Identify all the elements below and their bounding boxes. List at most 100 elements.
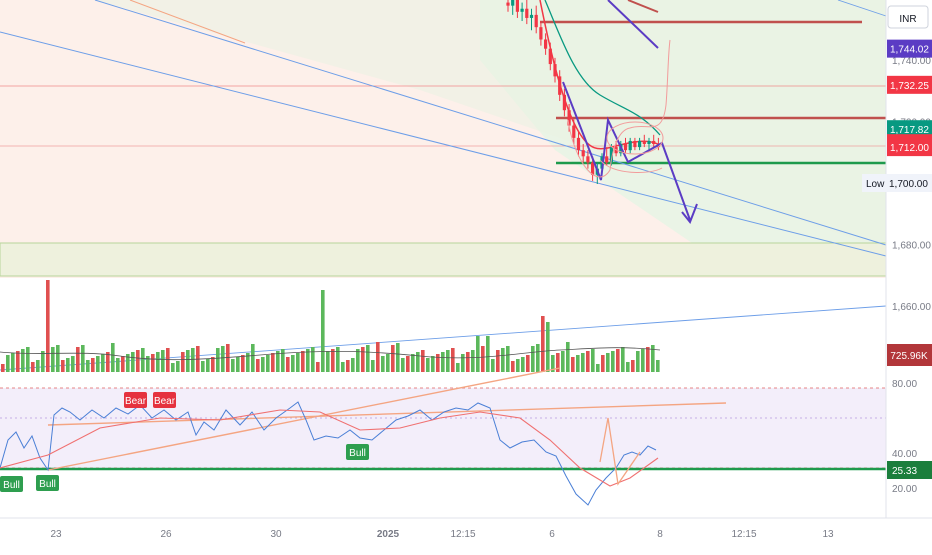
- volume-bar: [391, 345, 395, 372]
- volume-bar: [501, 348, 505, 372]
- signal-tag-bear: [124, 392, 147, 408]
- time-axis-labels[interactable]: 23 26 30 2025 12:15 6 8 12:15 13: [50, 529, 834, 540]
- price-tick-label: 1,680.00: [892, 241, 931, 252]
- signal-tag-bull: [346, 444, 369, 460]
- low-tag: Low 1,700.00: [862, 174, 932, 192]
- candle-body: [548, 48, 552, 65]
- volume-bar: [386, 354, 390, 372]
- volume-bar: [521, 357, 525, 372]
- volume-bar: [431, 356, 435, 372]
- rsi-tick-labels: 80.00 40.00 20.00: [892, 379, 917, 495]
- currency-button[interactable]: INR: [887, 5, 929, 29]
- volume-bar: [311, 347, 315, 372]
- volume-bar: [411, 354, 415, 372]
- candle-body: [647, 140, 651, 145]
- time-axis-label[interactable]: 26: [160, 529, 172, 540]
- volume-bar: [616, 349, 620, 372]
- volume-bar: [106, 352, 110, 372]
- trendline-purple-diag: [607, 0, 659, 49]
- volume-bar: [536, 344, 540, 372]
- candle-body: [642, 140, 646, 145]
- volume-bar: [611, 351, 615, 372]
- volume-bar: [91, 358, 95, 372]
- volume-bar: [261, 357, 265, 372]
- volume-bar: [486, 336, 490, 372]
- signal-tag-bear: [153, 392, 176, 408]
- time-axis-label[interactable]: 12:15: [450, 529, 475, 540]
- time-axis-label[interactable]: 6: [549, 529, 555, 540]
- volume-bar: [336, 347, 340, 372]
- volume-bar: [651, 345, 655, 372]
- volume-bar: [636, 351, 640, 372]
- volume-bar: [491, 359, 495, 372]
- volume-tag: 725.96K: [887, 344, 932, 366]
- volume-bar: [51, 347, 55, 372]
- volume-bar: [181, 352, 185, 372]
- volume-bar: [626, 362, 630, 372]
- volume-bar: [111, 343, 115, 372]
- rsi-tag: 25.33: [887, 461, 932, 479]
- price-tick-label: 1,660.00: [892, 302, 931, 313]
- volume-bar: [481, 346, 485, 372]
- volume-bar: [26, 347, 30, 372]
- time-axis-label[interactable]: 23: [50, 529, 62, 540]
- candle-body: [544, 39, 548, 49]
- signal-tags: Bear Bear Bull Bull Bull: [0, 392, 369, 492]
- time-axis-label[interactable]: 30: [270, 529, 282, 540]
- volume-bar: [176, 361, 180, 372]
- candle-body: [520, 8, 524, 12]
- volume-bar: [371, 360, 375, 372]
- volume-bar: [271, 353, 275, 372]
- volume-bar: [121, 356, 125, 372]
- candle-body: [529, 14, 534, 18]
- label-1717: 1,717.82: [890, 125, 929, 136]
- volume-bar: [406, 356, 410, 372]
- volume-bar: [471, 350, 475, 372]
- volume-bar: [421, 350, 425, 372]
- volume-bar: [511, 361, 515, 372]
- volume-bar: [151, 354, 155, 372]
- pennant-zone: [95, 0, 886, 250]
- rsi-tick-label: 20.00: [892, 484, 917, 495]
- volume-ma: [0, 347, 661, 361]
- volume-bar: [31, 362, 35, 372]
- trendline-orange-short: [129, 0, 246, 44]
- volume-bar: [596, 364, 600, 372]
- volume-bar: [156, 352, 160, 372]
- volume-bar: [101, 354, 105, 372]
- volume-bar: [36, 360, 40, 372]
- volume-bar: [161, 350, 165, 372]
- volume-bar: [171, 363, 175, 372]
- zigzag-pattern: [562, 81, 691, 221]
- candles: [506, 0, 660, 184]
- volume-bar: [206, 359, 210, 372]
- volume-bar: [146, 356, 150, 372]
- rsi-tick-label: 80.00: [892, 379, 917, 390]
- volume-bar: [46, 280, 50, 372]
- time-axis-label[interactable]: 12:15: [731, 529, 756, 540]
- candle-body: [562, 94, 566, 111]
- volume-bar: [436, 354, 440, 372]
- time-axis-label[interactable]: 2025: [377, 529, 400, 540]
- low-tag-value: 1,700.00: [889, 179, 928, 190]
- volume-bar: [551, 355, 555, 372]
- price-tick-label: 1,740.00: [892, 56, 931, 67]
- volume-bar: [571, 357, 575, 372]
- candle-body: [623, 144, 628, 151]
- volume-bar: [116, 358, 120, 372]
- volume-bar: [526, 355, 530, 372]
- volume-bar: [236, 357, 240, 372]
- volume-bar: [361, 347, 365, 372]
- volume-bar: [6, 355, 10, 372]
- time-axis-label[interactable]: 8: [657, 529, 663, 540]
- volume-bar: [296, 353, 300, 372]
- candle-body: [638, 140, 642, 148]
- handle-ellipse: [606, 121, 664, 155]
- time-axis-label[interactable]: 13: [822, 529, 834, 540]
- volume-bar: [576, 355, 580, 372]
- rsi-tag-box: [887, 461, 932, 479]
- currency-button-box: [887, 5, 929, 29]
- volume-bar: [231, 359, 235, 372]
